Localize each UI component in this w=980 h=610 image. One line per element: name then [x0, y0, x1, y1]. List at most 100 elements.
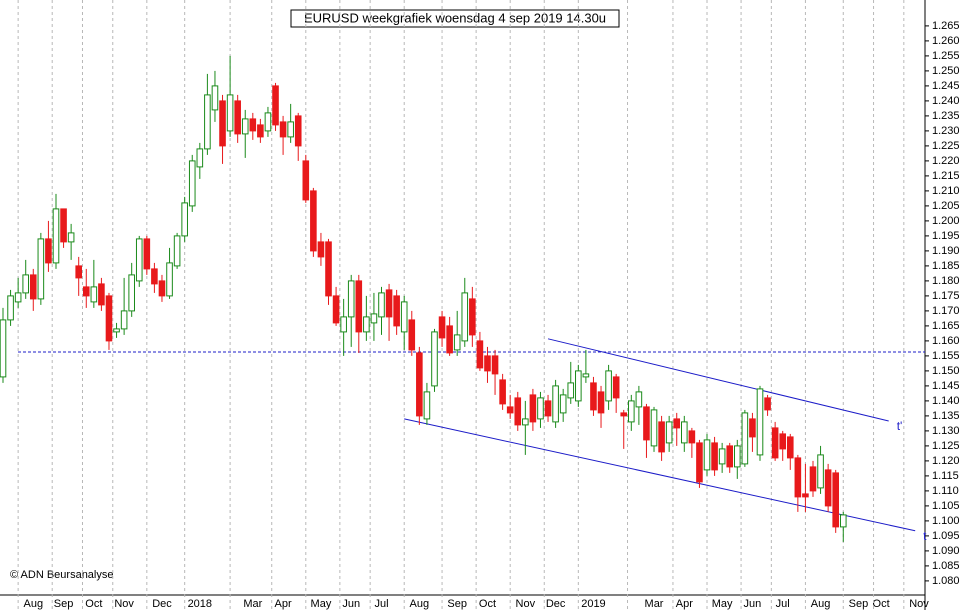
y-tick-label: 1.255 — [932, 50, 960, 62]
candle-body — [332, 295, 340, 324]
candle-body — [681, 421, 688, 444]
candle-body — [597, 391, 605, 414]
candle-body — [771, 427, 779, 459]
candle-body — [544, 400, 552, 417]
candle-body — [575, 370, 582, 402]
candle-body — [726, 445, 734, 468]
candle-body — [75, 265, 83, 279]
candle-body — [325, 241, 332, 297]
candle-body — [82, 286, 90, 297]
candle-body — [802, 493, 809, 498]
candle-body — [14, 292, 22, 303]
candle-body — [733, 445, 741, 468]
y-tick-label: 1.185 — [932, 260, 960, 272]
x-tick-label: Jun — [342, 598, 360, 610]
y-tick-label: 1.265 — [932, 20, 960, 32]
trendline — [404, 418, 916, 532]
candle-body — [665, 421, 673, 444]
y-tick-label: 1.150 — [932, 365, 960, 377]
candle-body — [7, 295, 14, 321]
candle-body — [22, 274, 30, 294]
candle-body — [29, 274, 37, 300]
x-tick-label: Jun — [744, 598, 762, 610]
candle-body — [839, 514, 847, 528]
x-tick-label: 2018 — [188, 598, 212, 610]
y-tick-label: 1.130 — [932, 425, 960, 437]
x-tick-label: Mar — [645, 598, 664, 610]
y-tick-label: 1.210 — [932, 185, 960, 197]
x-tick-label: Dec — [546, 598, 566, 610]
y-tick-label: 1.115 — [932, 470, 959, 482]
candle-body — [347, 280, 355, 318]
candle-body — [559, 394, 567, 414]
candle-body — [166, 262, 173, 297]
x-tick-label: Oct — [479, 598, 496, 610]
candle-body — [688, 430, 696, 444]
candle-body — [711, 442, 718, 471]
candle-body — [158, 280, 166, 297]
candle-body — [635, 391, 643, 408]
candle-body — [650, 409, 658, 447]
candle-body — [438, 316, 446, 339]
candle-body — [643, 406, 650, 441]
candle-body — [537, 397, 544, 420]
y-tick-label: 1.235 — [932, 110, 960, 122]
candle-body — [67, 232, 75, 243]
y-tick-label: 1.155 — [932, 350, 960, 362]
candle-body — [340, 316, 347, 333]
title-box — [290, 9, 620, 28]
candle-body — [612, 376, 620, 399]
candle-body — [529, 394, 537, 423]
y-tick-label: 1.105 — [932, 500, 960, 512]
candle-body — [143, 238, 151, 270]
y-tick-label: 1.140 — [932, 395, 960, 407]
candle-body — [287, 121, 294, 138]
y-tick-label: 1.170 — [932, 305, 960, 317]
x-tick-label: Apr — [275, 598, 292, 610]
x-tick-label: 2019 — [581, 598, 605, 610]
candle-body — [817, 454, 824, 489]
x-tick-label: Dec — [152, 598, 172, 610]
candle-body — [779, 433, 787, 450]
candle-body — [824, 469, 832, 507]
x-tick-label: May — [311, 598, 332, 610]
candle-body — [249, 118, 257, 132]
candle-body — [620, 412, 628, 417]
candle-body — [370, 313, 378, 324]
candle-body — [264, 112, 272, 132]
y-tick-label: 1.095 — [932, 530, 960, 542]
y-tick-label: 1.215 — [932, 170, 960, 182]
candle-body — [234, 100, 241, 135]
candle-body — [567, 382, 575, 399]
y-tick-label: 1.160 — [932, 335, 960, 347]
y-tick-label: 1.220 — [932, 155, 960, 167]
candle-body — [302, 160, 310, 201]
x-tick-label: Nov — [114, 598, 134, 610]
y-tick-label: 1.260 — [932, 35, 960, 47]
candle-body — [749, 418, 756, 438]
candle-body — [385, 289, 393, 318]
candle-body — [294, 115, 302, 147]
candle-body — [257, 124, 264, 138]
y-tick-label: 1.085 — [932, 560, 960, 572]
y-tick-label: 1.195 — [932, 230, 960, 242]
candle-body — [809, 466, 817, 492]
y-tick-label: 1.110 — [932, 485, 959, 497]
candle-body — [188, 160, 196, 207]
x-tick-label: Mar — [243, 598, 262, 610]
x-tick-label: Jul — [374, 598, 388, 610]
x-tick-label: Apr — [676, 598, 693, 610]
candle-body — [423, 391, 431, 420]
candle-body — [484, 355, 491, 372]
y-tick-label: 1.100 — [932, 515, 960, 527]
x-tick-label: Jul — [776, 598, 790, 610]
candle-body — [90, 286, 98, 303]
chart-title: EURUSD weekgrafiek woensdag 4 sep 2019 1… — [304, 10, 606, 25]
candle-body — [98, 283, 105, 306]
candle-body — [120, 310, 128, 330]
y-tick-label: 1.120 — [932, 455, 960, 467]
candle-body — [196, 148, 204, 168]
x-tick-label: Nov — [909, 598, 929, 610]
y-tick-label: 1.245 — [932, 80, 960, 92]
